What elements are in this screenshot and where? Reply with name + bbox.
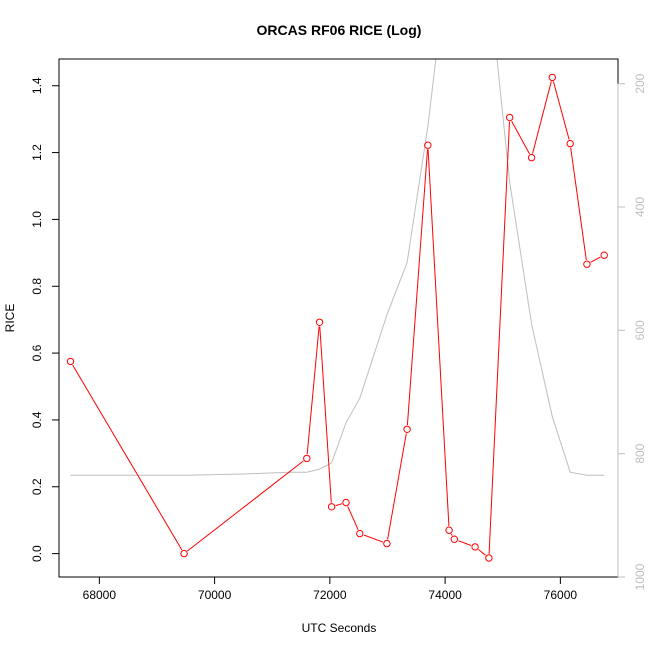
series-red-point bbox=[583, 260, 591, 268]
x-axis: 68000 70000 72000 74000 76000 bbox=[83, 576, 578, 602]
series-red-point bbox=[424, 141, 432, 149]
series-red-point bbox=[566, 139, 574, 148]
y-axis: 0.0 0.2 0.4 0.6 0.8 1.0 1.2 1.4 bbox=[30, 77, 60, 562]
series-red-segment bbox=[450, 533, 453, 536]
y-tick-label: 0.2 bbox=[30, 478, 44, 495]
series-red-segment bbox=[458, 540, 472, 546]
series-red-segment bbox=[306, 326, 320, 455]
series-red-point bbox=[527, 153, 536, 162]
series-red-segment bbox=[335, 503, 343, 507]
y-tick-label: 1.4 bbox=[30, 77, 44, 94]
y2-tick-label: 600 bbox=[633, 320, 647, 340]
x-tick-label: 74000 bbox=[428, 588, 462, 602]
y2-tick-label: 400 bbox=[633, 197, 647, 217]
series-red-point bbox=[445, 526, 453, 534]
series-red-segment bbox=[427, 149, 450, 527]
series-red-point bbox=[450, 535, 458, 543]
series-red-segment bbox=[590, 256, 601, 263]
y2-tick-label: 200 bbox=[633, 73, 647, 93]
series-red-segment bbox=[72, 364, 183, 551]
x-tick-label: 76000 bbox=[544, 588, 578, 602]
y2-tick-label: 1000 bbox=[633, 563, 647, 590]
series-red-segment bbox=[511, 120, 530, 155]
series-red-point bbox=[342, 498, 350, 507]
series-gray-line bbox=[70, 59, 605, 476]
series-red-point bbox=[600, 251, 608, 259]
series-red-segment bbox=[319, 326, 332, 503]
series-red-point bbox=[303, 454, 311, 463]
series-red-point bbox=[356, 529, 364, 538]
series-red-segment bbox=[488, 121, 510, 554]
series-red-point bbox=[383, 539, 391, 548]
series-red-segment bbox=[406, 149, 428, 426]
plot-frame bbox=[58, 58, 619, 578]
chart-title: ORCAS RF06 RICE (Log) bbox=[257, 22, 422, 38]
series-red-point bbox=[485, 554, 493, 562]
x-tick-label: 72000 bbox=[313, 588, 347, 602]
series-red-segment bbox=[478, 549, 486, 556]
series-red-point bbox=[403, 425, 411, 433]
series-red-point bbox=[506, 113, 514, 122]
series-red-segment bbox=[570, 147, 587, 261]
series-red-segment bbox=[552, 81, 570, 140]
plot-area bbox=[66, 59, 608, 562]
series-red-segment bbox=[532, 81, 552, 154]
series-red-point bbox=[327, 503, 336, 511]
y-tick-label: 1.0 bbox=[30, 211, 44, 228]
series-red-segment bbox=[187, 460, 304, 552]
y-tick-label: 0.6 bbox=[30, 344, 44, 361]
y-tick-label: 0.4 bbox=[30, 411, 44, 428]
y-axis-label: RICE bbox=[3, 304, 17, 333]
series-red-point bbox=[548, 73, 556, 82]
x-tick-label: 68000 bbox=[83, 588, 117, 602]
series-red-point bbox=[315, 318, 324, 326]
y-tick-label: 0.0 bbox=[30, 545, 44, 562]
y2-tick-label: 800 bbox=[633, 443, 647, 463]
series-red-point bbox=[66, 357, 75, 366]
x-tick-label: 70000 bbox=[198, 588, 232, 602]
series-red-segment bbox=[347, 506, 359, 530]
series-red-segment bbox=[387, 433, 407, 540]
series-red-point bbox=[471, 543, 479, 551]
y-tick-label: 1.2 bbox=[30, 144, 44, 161]
x-axis-label: UTC Seconds bbox=[302, 621, 377, 635]
y-tick-label: 0.8 bbox=[30, 278, 44, 295]
series-red-point bbox=[180, 549, 188, 558]
y2-axis: 200 400 600 800 1000 bbox=[617, 73, 647, 590]
series-red-segment bbox=[363, 534, 384, 543]
